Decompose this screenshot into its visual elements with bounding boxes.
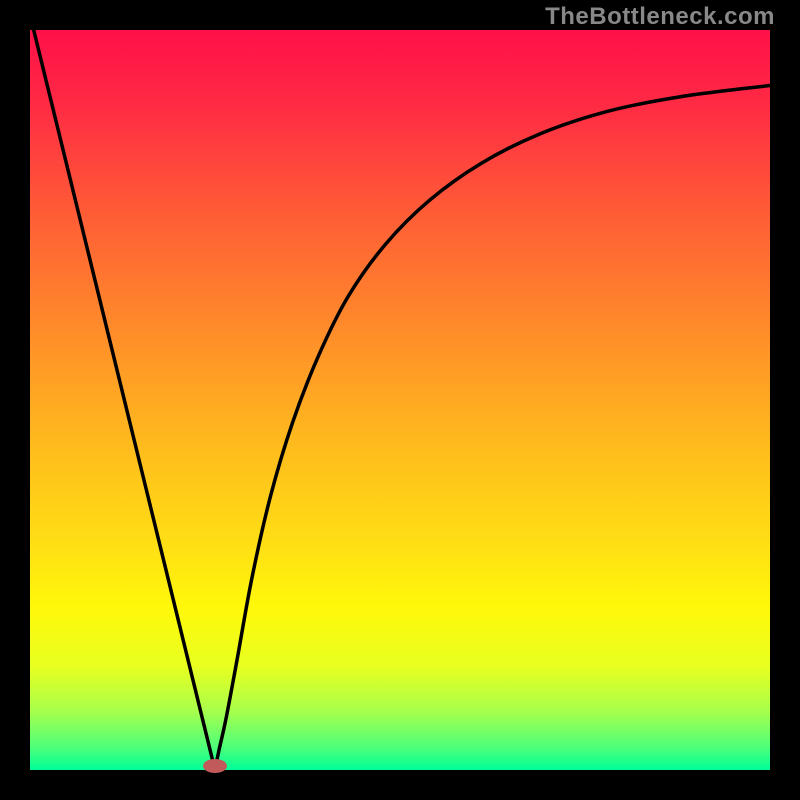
watermark-text: TheBottleneck.com [545,3,775,31]
vertex-marker [201,757,229,775]
gradient-background [30,30,770,770]
plot-area [30,30,770,770]
plot-svg [30,30,770,770]
chart-figure: TheBottleneck.com [0,0,800,800]
